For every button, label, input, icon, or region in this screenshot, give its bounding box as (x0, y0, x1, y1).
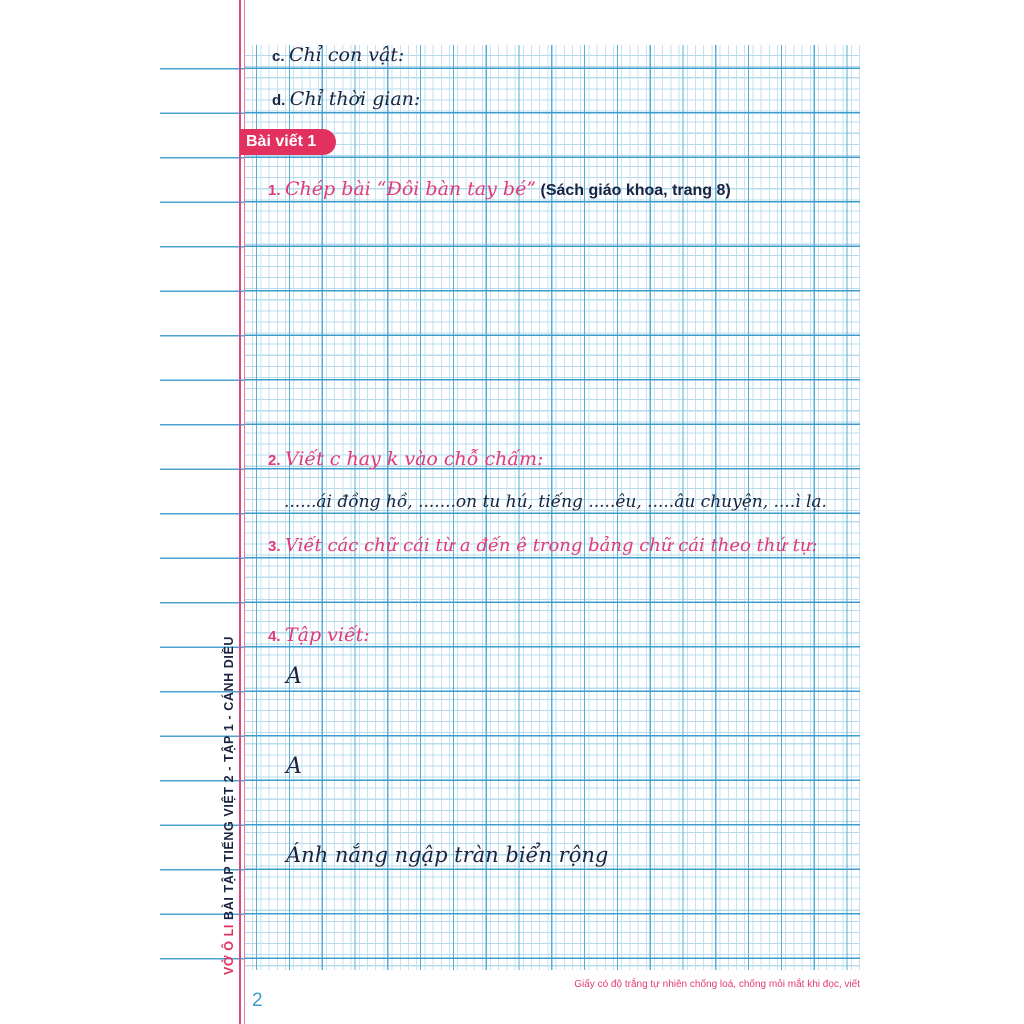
item-3: 3. Viết các chữ cái từ a đến ê trong bản… (268, 535, 818, 556)
ruled-grid (245, 45, 860, 970)
footer-note: Giấy có độ trắng tự nhiên chống loá, chố… (574, 979, 860, 990)
practice-line-1: A (286, 664, 302, 689)
margin-line-inner (244, 0, 245, 1024)
practice-line-3: Ánh nắng ngập tràn biển rộng (286, 843, 609, 867)
fill-in-line: ......ái đồng hồ, .......on tu hú, tiếng… (284, 492, 827, 512)
margin-line (239, 0, 241, 1024)
lesson-badge: Bài viết 1 (240, 129, 336, 155)
left-margin-lines (160, 68, 245, 968)
item-4: 4. Tập viết: (268, 624, 370, 646)
practice-line-2: A (286, 754, 302, 779)
item-2: 2. Viết c hay k vào chỗ chấm: (268, 448, 544, 470)
page-number: 2 (252, 990, 263, 1011)
section-d: d. Chỉ thời gian: (272, 88, 421, 110)
side-label: VỞ Ô LI BÀI TẬP TIẾNG VIỆT 2 - TẬP 1 - C… (222, 635, 236, 975)
item-1: 1. Chép bài “Đôi bàn tay bé” (Sách giáo … (268, 178, 731, 200)
section-c: c. Chỉ con vật: (272, 44, 405, 66)
